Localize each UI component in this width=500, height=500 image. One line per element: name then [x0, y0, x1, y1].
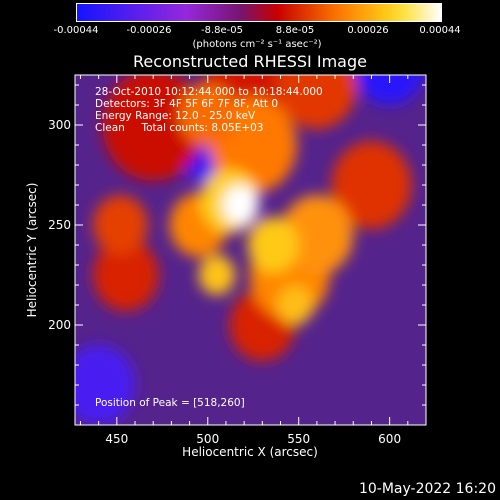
x-tick-label: 550 — [287, 432, 310, 446]
heatmap-blob — [280, 195, 354, 275]
heatmap-blob — [354, 75, 425, 105]
y-axis-label: Heliocentric Y (arcsec) — [25, 183, 39, 318]
y-tick-label: 250 — [48, 218, 71, 232]
observation-info: 28-Oct-2010 10:12:44.000 to 10:18:44.000… — [95, 86, 323, 134]
heatmap-blob — [222, 185, 259, 225]
colorbar-tick-label: -0.00044 — [53, 25, 99, 36]
colorbar-tick-label: 0.00044 — [419, 25, 461, 36]
colorbar — [76, 3, 442, 22]
heatmap-blob — [178, 83, 237, 147]
chart-title: Reconstructed RHESSI Image — [133, 52, 367, 71]
colorbar-tick-label: 0.00026 — [347, 25, 389, 36]
heatmap-blob — [102, 75, 205, 181]
date-stamp: 10-May-2022 16:20 — [358, 481, 496, 497]
peak-position-text: Position of Peak = [518,260] — [95, 397, 245, 409]
energy-range-text: Energy Range: 12.0 - 25.0 keV — [95, 110, 256, 122]
time-range-text: 28-Oct-2010 10:12:44.000 to 10:18:44.000 — [95, 86, 323, 98]
colorbar-tick-label: -8.8e-05 — [201, 25, 243, 36]
colorbar-tick-label: -0.00026 — [126, 25, 172, 36]
x-tick-label: 500 — [196, 432, 219, 446]
heatmap-image — [75, 0, 426, 425]
colorbar-unit-label: (photons cm⁻² s⁻¹ asec⁻²) — [192, 39, 322, 50]
heatmap-blob — [276, 75, 357, 129]
colorbar-tick-label: 8.8e-05 — [275, 25, 315, 36]
plot-frame — [74, 74, 427, 426]
method-counts-text: Clean Total counts: 8.05E+03 — [95, 122, 264, 134]
heatmap-blob — [276, 285, 314, 325]
x-axis-label: Heliocentric X (arcsec) — [182, 445, 318, 459]
detectors-text: Detectors: 3F 4F 5F 6F 7F 8F, Att 0 — [95, 98, 279, 110]
heatmap-blob — [247, 217, 299, 273]
y-tick-label: 300 — [48, 118, 71, 132]
x-tick-label: 600 — [378, 432, 401, 446]
heatmap-blob — [93, 239, 159, 311]
heatmap-blob — [198, 255, 236, 295]
heatmap-blob — [93, 195, 148, 255]
x-tick-label: 450 — [105, 432, 128, 446]
heatmap-blob — [313, 0, 393, 9]
y-tick-label: 200 — [48, 318, 71, 332]
heatmap-blob — [331, 141, 412, 229]
heatmap-blob — [75, 345, 136, 425]
